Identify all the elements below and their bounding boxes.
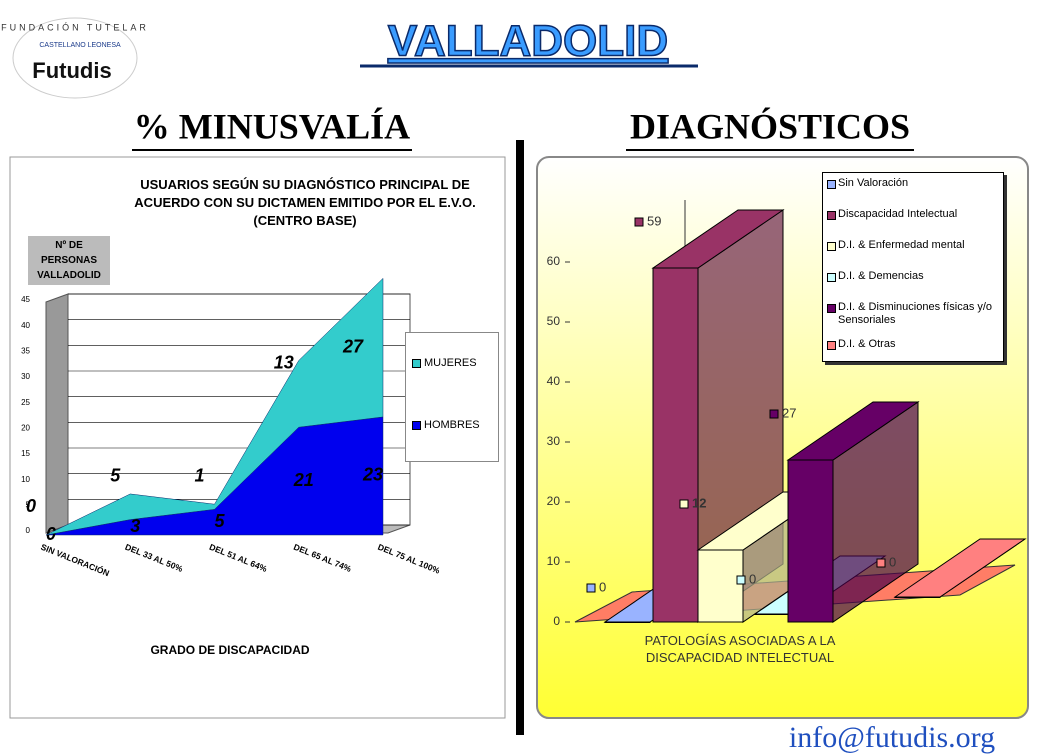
legend: Sin Valoración Discapacidad Intelectual D.…	[822, 172, 1004, 362]
data-label: 5	[110, 466, 121, 486]
bar-front	[697, 549, 744, 623]
y-tick-label: 20	[547, 494, 561, 508]
legend-item: D.I. & Otras	[827, 338, 999, 351]
data-label: 0	[26, 496, 36, 516]
data-label: 21	[293, 470, 314, 490]
y-tick-label: 50	[547, 314, 561, 328]
label-swatch	[736, 575, 746, 585]
legend-item: MUJERES	[412, 357, 477, 369]
data-label: 27	[342, 336, 364, 356]
y-tick-label: 45	[21, 295, 30, 304]
bar-front	[894, 596, 941, 598]
data-label: 1	[194, 466, 204, 486]
y-tick-label: 35	[21, 346, 30, 355]
left-heading: % MINUSVALÍA	[134, 106, 410, 146]
logo-name: Futudis	[32, 58, 111, 83]
legend-item: D.I. & Disminuciones físicas y/o Sensori…	[827, 301, 999, 327]
y-tick-label: 60	[547, 254, 561, 268]
legend-label: Sin Valoración	[838, 177, 909, 189]
x-axis-label: GRADO DE DISCAPACIDAD	[150, 643, 310, 657]
y-tick-label: 40	[21, 321, 30, 330]
data-label: 59	[647, 213, 661, 228]
data-label: 0	[749, 571, 756, 586]
side-wall	[45, 293, 69, 534]
label-swatch	[769, 409, 779, 419]
legend-label: D.I. & Otras	[838, 338, 896, 350]
bar-front	[604, 621, 651, 623]
bar-front	[652, 267, 699, 623]
legend-label: D.I. & Disminuciones físicas y/o Sensori…	[838, 301, 993, 326]
data-label: 0	[889, 554, 896, 569]
y-tick-label: 0	[553, 614, 560, 628]
logo-arc: FUNDACIÓN TUTELAR	[1, 22, 149, 32]
y-tick-label: 40	[547, 374, 561, 388]
y-tick-label: 30	[21, 372, 30, 381]
chart-title: USUARIOS SEGÚN SU DIAGNÓSTICO PRINCIPAL …	[134, 177, 476, 228]
data-label: 27	[782, 405, 796, 420]
label-swatch	[876, 558, 886, 568]
data-label: 0	[599, 579, 606, 594]
legend-swatch	[827, 180, 836, 189]
data-label: 23	[362, 465, 383, 485]
data-label: 5	[214, 511, 225, 531]
legend-label: HOMBRES	[424, 419, 480, 431]
area	[45, 277, 384, 536]
legend-swatch	[827, 304, 836, 313]
y-tick-label: 30	[547, 434, 561, 448]
legend-swatch	[827, 242, 836, 251]
y-tick-label: 10	[547, 554, 561, 568]
y-tick-label: 20	[21, 423, 30, 432]
y-tick-label: 0	[26, 526, 31, 535]
legend-item: D.I. & Enfermedad mental	[827, 239, 999, 252]
y-tick-label: 25	[21, 398, 30, 407]
bar-front	[787, 459, 834, 623]
legend-item: D.I. & Demencias	[827, 270, 999, 283]
y-tick-label: 15	[21, 449, 30, 458]
bar	[893, 538, 1027, 598]
legend-item: Sin Valoración	[827, 177, 999, 190]
legend-item: Discapacidad Intelectual	[827, 208, 999, 221]
legend-swatch	[827, 341, 836, 350]
logo-sub: CASTELLANO LEONESA	[39, 42, 121, 49]
email: info@futudis.org	[789, 721, 995, 754]
label-swatch	[679, 499, 689, 509]
label-swatch	[634, 217, 644, 227]
legend-label: Discapacidad Intelectual	[838, 208, 958, 220]
data-label: 3	[130, 516, 140, 536]
legend-label: MUJERES	[424, 357, 477, 369]
title: VALLADOLID	[388, 17, 668, 66]
label-swatch	[586, 583, 596, 593]
right-heading: DIAGNÓSTICOS	[630, 106, 910, 146]
legend: MUJERES HOMBRES	[405, 332, 499, 462]
legend-swatch	[412, 358, 421, 368]
y-tick-label: 10	[21, 475, 30, 484]
y-tick-label: 5	[26, 500, 31, 509]
data-label: 12	[692, 495, 706, 510]
bar	[786, 401, 920, 623]
divider	[516, 140, 524, 735]
data-label: 13	[274, 353, 294, 373]
logo-ring	[12, 17, 138, 99]
legend-label: D.I. & Enfermedad mental	[838, 239, 965, 251]
legend-swatch	[827, 273, 836, 282]
x-axis-label: PATOLOGÍAS ASOCIADAS A LA DISCAPACIDAD I…	[644, 633, 836, 665]
legend-label: D.I. & Demencias	[838, 270, 924, 282]
legend-swatch	[412, 420, 421, 430]
legend-item: HOMBRES	[412, 419, 480, 431]
legend-swatch	[827, 211, 836, 220]
y-axis-label: Nº DE PERSONAS VALLADOLID	[28, 236, 110, 285]
